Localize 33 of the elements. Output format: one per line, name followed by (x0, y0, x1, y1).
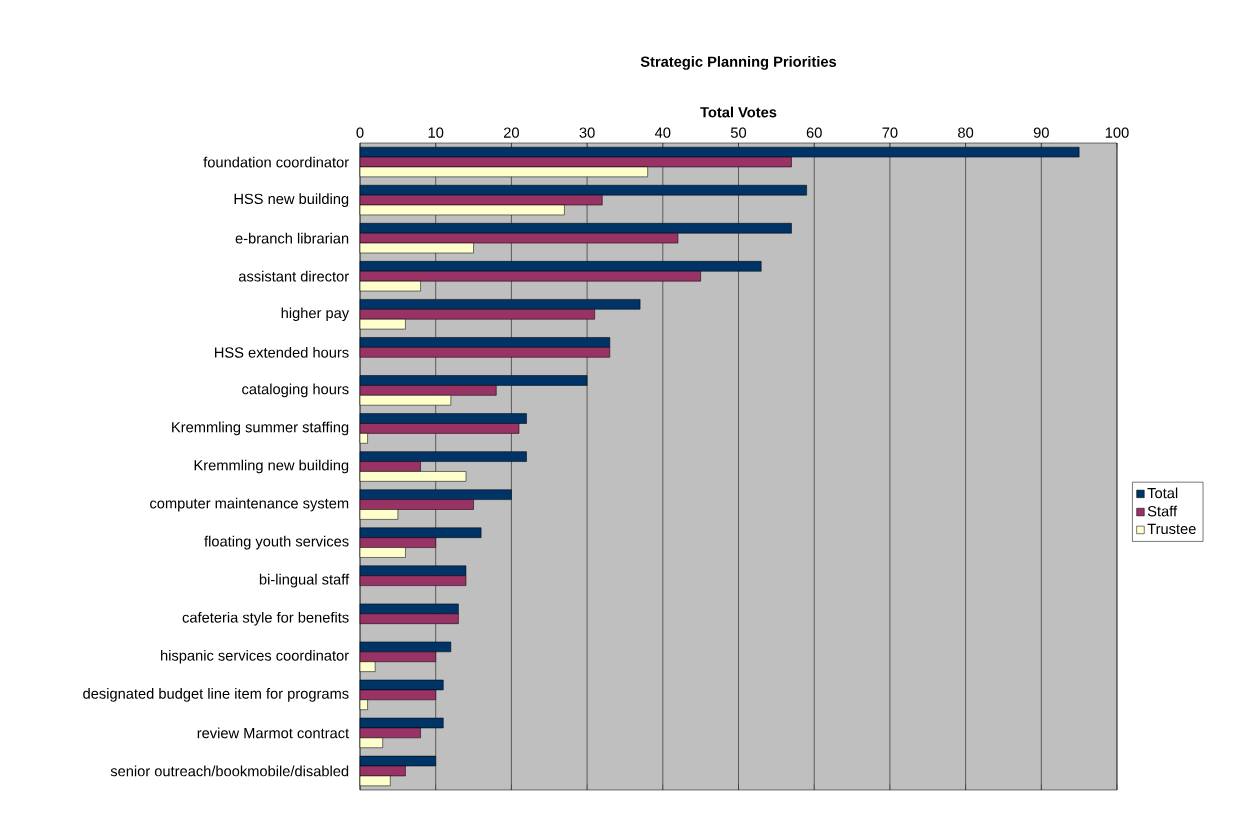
y-tick-label: cafeteria style for benefits (182, 611, 349, 626)
y-tick-label: senior outreach/bookmobile/disabled (110, 765, 349, 777)
legend-label: Trustee (1147, 523, 1196, 535)
y-tick-label: assistant director (238, 270, 349, 282)
chart-title: Strategic Planning Priorities (640, 56, 837, 70)
y-tick-label: HSS extended hours (215, 346, 349, 358)
y-tick-label: Kremmling summer staffing (172, 421, 349, 436)
y-tick-label: bi-lingual staff (259, 573, 350, 588)
legend-label: Total (1147, 487, 1178, 499)
x-axis-title: Total Votes (700, 106, 777, 118)
y-tick-label: HSS new building (234, 193, 349, 207)
y-tick-label: Kremmling new building (194, 459, 349, 474)
x-tick-label: 30 (579, 127, 595, 138)
x-tick-label: 20 (503, 127, 519, 138)
x-tick-label: 60 (806, 127, 822, 138)
x-tick-label: 50 (730, 127, 747, 138)
y-tick-label: computer maintenance system (150, 497, 349, 512)
y-tick-label: floating youth services (204, 535, 349, 550)
y-tick-label: e-branch librarian (235, 232, 349, 244)
x-tick-label: 40 (654, 127, 671, 138)
y-tick-label: cataloging hours (242, 383, 349, 398)
y-tick-label: designated budget line item for programs (83, 688, 349, 702)
x-tick-label: 70 (882, 127, 898, 138)
x-tick-label: 0 (356, 127, 364, 138)
x-tick-label: 80 (958, 127, 974, 138)
x-tick-label: 100 (1105, 127, 1129, 138)
x-tick-label: 90 (1033, 127, 1049, 138)
y-tick-label: higher pay (281, 307, 350, 322)
legend-label: Staff (1147, 505, 1178, 517)
y-tick-label: hispanic services coordinator (161, 649, 349, 664)
y-tick-label: review Marmot contract (197, 727, 350, 739)
y-tick-label: foundation coordinator (203, 156, 349, 168)
x-tick-label: 10 (428, 127, 444, 138)
